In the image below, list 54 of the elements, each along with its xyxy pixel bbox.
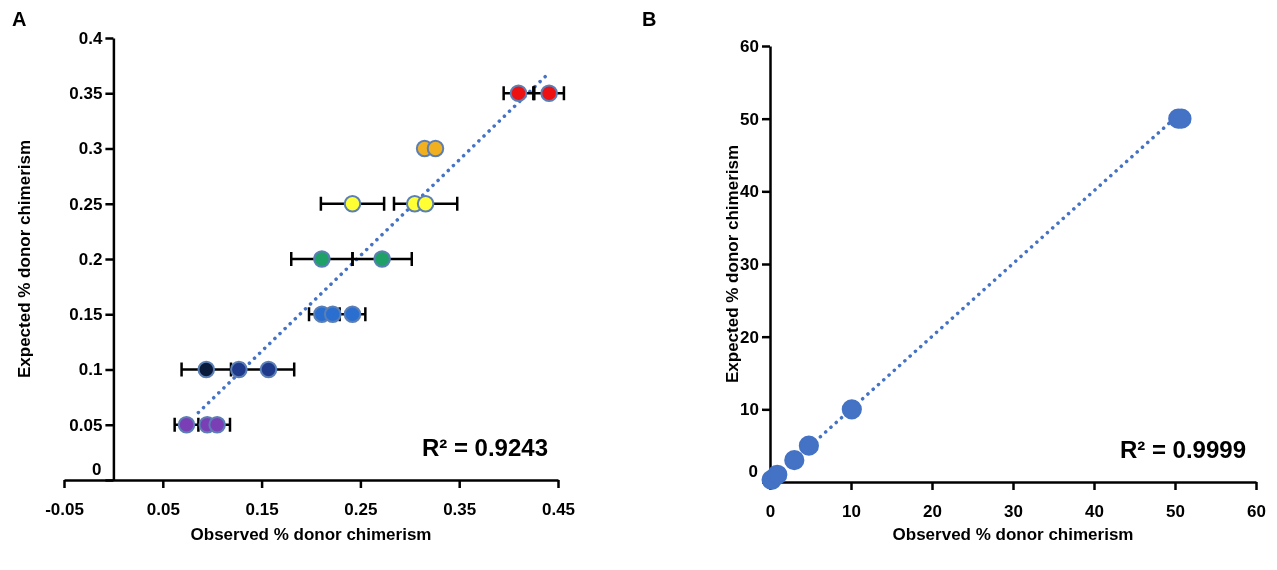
point <box>767 464 788 485</box>
chart-title: A <box>12 8 27 30</box>
point <box>343 194 362 213</box>
y-tick-label: 0.35 <box>69 84 103 104</box>
point <box>540 84 558 103</box>
x-tick-label: 30 <box>1004 501 1023 521</box>
y-tick-label: 10 <box>740 400 759 420</box>
x-tick-label: 10 <box>842 501 861 521</box>
y-tick-label: 0 <box>748 462 758 482</box>
y-tick-label: 0.15 <box>69 305 103 325</box>
point <box>230 360 248 379</box>
x-tick-label: 0.15 <box>245 499 279 519</box>
y-tick-label: 60 <box>740 36 759 56</box>
x-tick-label: 0.05 <box>146 499 180 519</box>
point <box>313 250 331 268</box>
y-tick-label: 0.1 <box>78 360 103 380</box>
x-tick-label: 40 <box>1085 501 1104 521</box>
x-tick-label: 50 <box>1166 501 1185 521</box>
point <box>177 415 196 434</box>
point <box>373 250 391 268</box>
point <box>798 435 819 456</box>
y-tick-label: 0.4 <box>78 28 103 48</box>
x-tick-label: 0.45 <box>541 499 576 519</box>
y-tick-label: 0.25 <box>69 194 103 214</box>
y-axis-title: Expected % donor chimerism <box>15 139 34 379</box>
point <box>343 305 362 324</box>
point <box>197 360 216 379</box>
annotation: R² = 0.9999 <box>1119 436 1246 463</box>
y-tick-label: 40 <box>740 182 759 202</box>
x-tick-label: 60 <box>1247 501 1266 521</box>
point <box>426 139 445 158</box>
y-tick-label: 50 <box>740 109 759 129</box>
x-tick-label: 0.35 <box>443 499 477 519</box>
point <box>784 450 805 471</box>
point <box>509 84 528 103</box>
x-tick-label: 0.25 <box>344 499 378 519</box>
y-tick-label: 30 <box>740 254 759 274</box>
point <box>208 415 226 434</box>
x-tick-label: -0.05 <box>45 499 84 519</box>
x-tick-label: 0 <box>765 501 776 521</box>
y-tick-label: 0.3 <box>78 139 103 159</box>
y-tick-label: 0 <box>91 460 102 480</box>
annotation: R² = 0.9243 <box>421 434 548 461</box>
point <box>841 399 862 420</box>
chart-title: B <box>642 8 657 30</box>
x-axis-title: Observed % donor chimerism <box>892 525 1134 544</box>
y-tick-label: 0.2 <box>78 249 103 269</box>
x-axis-title: Observed % donor chimerism <box>190 525 432 544</box>
y-tick-label: 20 <box>740 327 759 347</box>
point <box>323 305 342 324</box>
point <box>259 360 278 379</box>
y-tick-label: 0.05 <box>69 415 103 435</box>
point <box>416 194 435 213</box>
x-tick-label: 20 <box>923 501 942 521</box>
